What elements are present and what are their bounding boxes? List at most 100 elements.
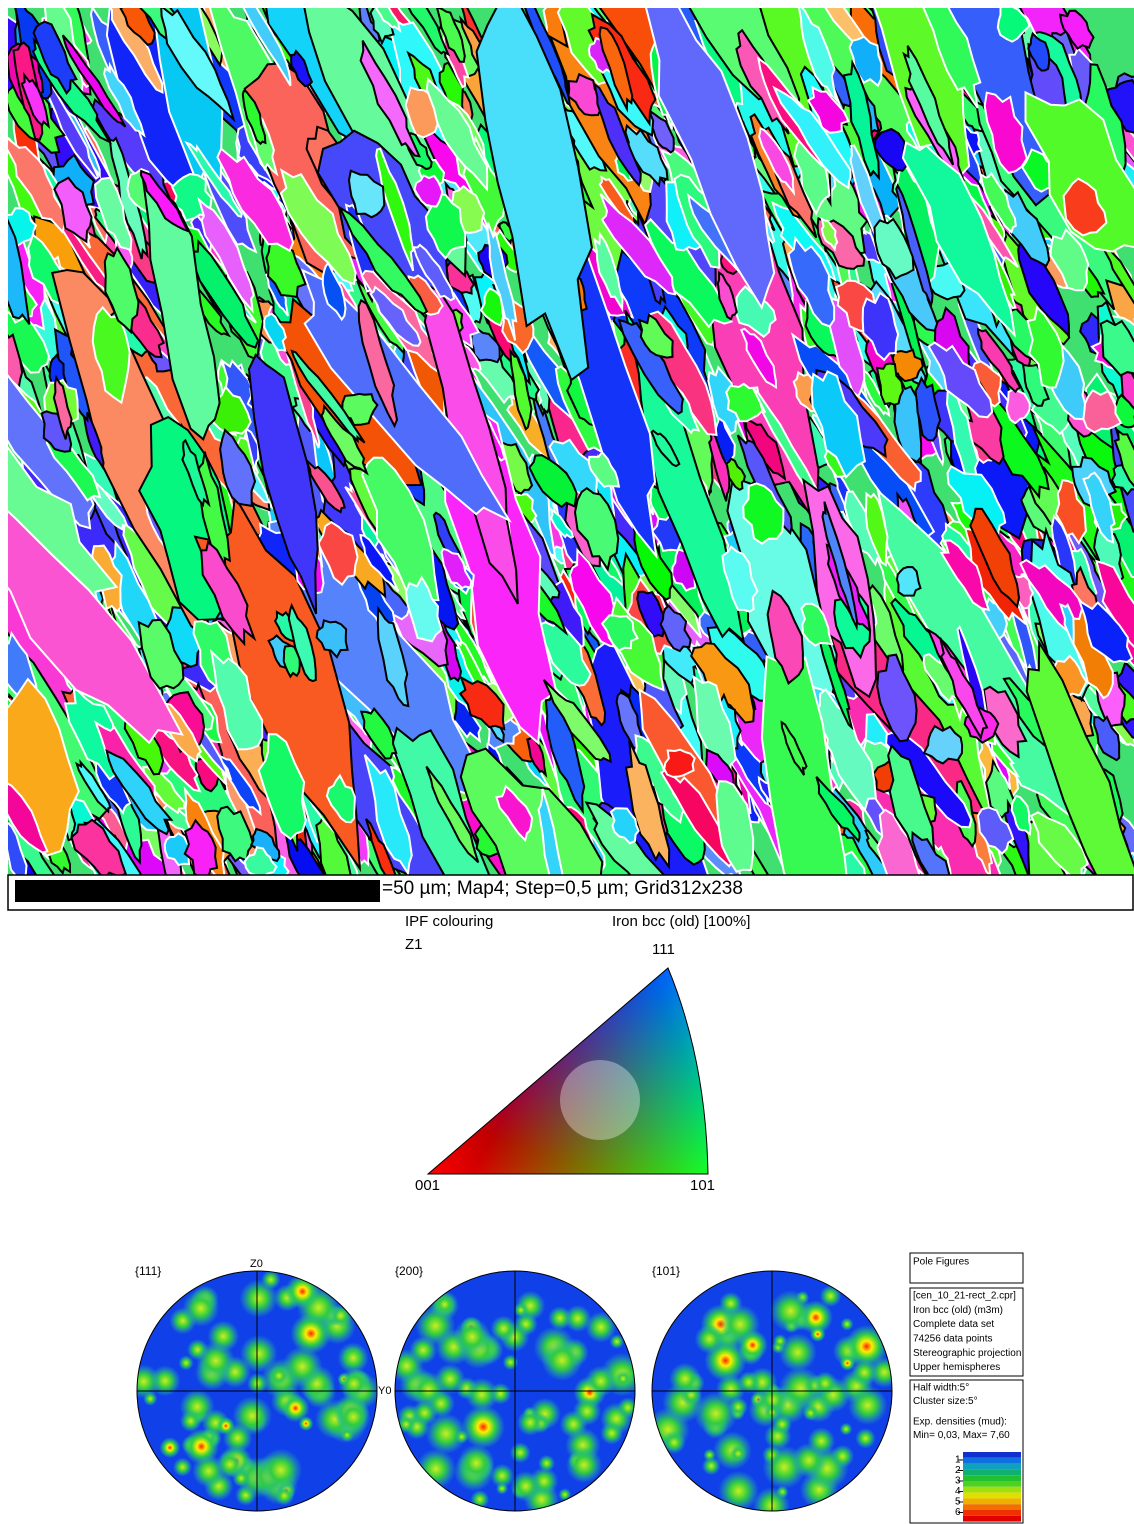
grain <box>810 370 867 479</box>
grain <box>939 637 989 741</box>
grain <box>247 353 319 615</box>
density-band <box>963 1504 1021 1510</box>
density-spot <box>434 1363 466 1395</box>
grain <box>475 8 593 382</box>
grain <box>1072 606 1114 700</box>
grain <box>1027 31 1051 72</box>
density-spot <box>232 1469 250 1488</box>
density-label: 6 <box>955 1507 961 1518</box>
density-spot <box>395 1348 424 1383</box>
grain <box>600 614 639 652</box>
info-setting: Exp. densities (mud): <box>913 1417 1007 1428</box>
grain <box>436 8 466 63</box>
density-spot <box>281 1346 323 1387</box>
grain <box>976 806 1015 855</box>
grain <box>8 510 184 745</box>
grain <box>1077 598 1134 664</box>
info-panel: [cen_10_21-rect_2.cpr] Iron bcc (old) (m3… <box>913 1291 1021 1522</box>
grain <box>361 456 440 602</box>
density-spot <box>415 1448 456 1489</box>
grain <box>538 619 592 687</box>
grain <box>119 8 156 46</box>
grain <box>758 126 796 197</box>
grain <box>425 77 489 192</box>
density-spot <box>137 1364 161 1399</box>
grain <box>444 260 476 295</box>
density-spot <box>548 1306 572 1330</box>
density-spot <box>281 1394 310 1423</box>
grain <box>320 403 369 476</box>
grain <box>243 846 278 875</box>
grain <box>407 8 451 57</box>
grain <box>663 748 696 778</box>
grain <box>821 501 859 631</box>
grain <box>52 374 73 440</box>
density-spot <box>585 1311 617 1343</box>
grain <box>820 216 839 252</box>
grain <box>375 8 402 33</box>
grain <box>210 649 264 751</box>
grain <box>40 410 73 453</box>
density-band <box>963 1457 1021 1464</box>
grain <box>715 780 755 873</box>
grain <box>1062 177 1108 237</box>
grain <box>939 539 991 612</box>
density-spot <box>259 1448 303 1492</box>
grain <box>53 176 93 244</box>
grain <box>363 754 413 875</box>
grain <box>537 788 564 875</box>
grain <box>216 147 295 253</box>
grain <box>486 222 518 341</box>
grain <box>263 312 287 352</box>
grain <box>405 575 443 643</box>
density-spot <box>564 1304 592 1333</box>
density-spot <box>757 1384 789 1416</box>
grain <box>911 830 951 875</box>
ipf-corner: 101 <box>690 1177 715 1194</box>
density-spot <box>839 1355 856 1371</box>
grain <box>592 81 642 188</box>
density-spot <box>268 1365 290 1387</box>
density-spot <box>335 1399 371 1435</box>
axis-label: Z0 <box>250 1258 263 1270</box>
density-spot <box>772 1334 788 1349</box>
density-spot <box>196 1341 236 1380</box>
grain <box>772 85 852 190</box>
density-label: 3 <box>955 1476 961 1487</box>
grain <box>357 298 399 429</box>
density-band <box>963 1510 1021 1516</box>
grain <box>624 740 671 870</box>
grain <box>873 217 915 281</box>
density-spot <box>284 1274 321 1310</box>
density-spot <box>813 1371 838 1396</box>
grain <box>105 749 174 836</box>
ipf-outline <box>426 967 709 1175</box>
pole-label: {111} <box>135 1264 161 1278</box>
grain <box>70 818 128 875</box>
density-spot <box>844 1324 889 1368</box>
density-spot <box>513 1302 529 1318</box>
density-label: 4 <box>955 1486 961 1497</box>
grain <box>1025 639 1134 875</box>
grain <box>983 91 1028 175</box>
density-band <box>963 1481 1021 1487</box>
density-spot <box>453 1318 491 1356</box>
density-spot <box>490 1463 515 1488</box>
density-spot <box>662 1430 686 1454</box>
grain <box>1010 794 1032 837</box>
grain <box>32 20 78 95</box>
density-spot <box>729 1445 747 1463</box>
density-spot <box>772 1414 792 1435</box>
grain <box>876 808 921 875</box>
grain <box>82 411 105 471</box>
density-spot <box>510 1470 542 1502</box>
density-spot <box>851 1359 878 1387</box>
grain <box>509 347 533 432</box>
grain <box>752 387 823 503</box>
grain <box>458 675 506 731</box>
density-label: 2 <box>955 1465 961 1476</box>
grain <box>624 123 669 188</box>
density-spot <box>839 1422 853 1436</box>
grain <box>549 507 575 539</box>
grain <box>1113 428 1134 488</box>
